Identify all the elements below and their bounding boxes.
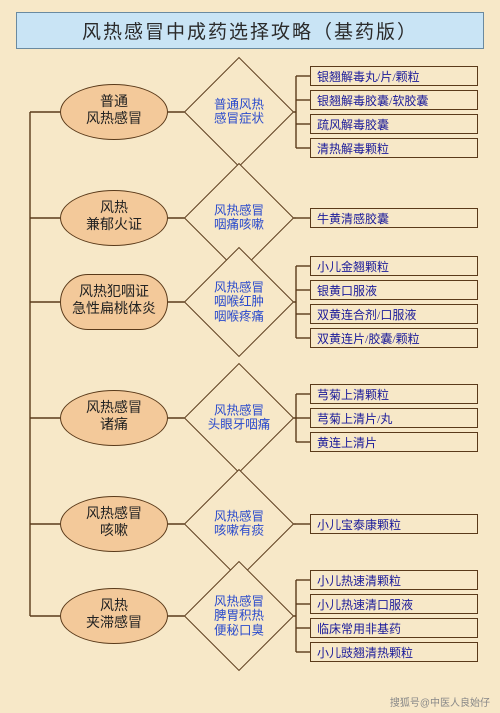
symptom-node: 风热感冒头眼牙咽痛: [200, 379, 278, 457]
page-title: 风热感冒中成药选择攻略（基药版）: [16, 12, 484, 49]
medicine-box: 小儿热速清口服液: [310, 594, 478, 614]
medicine-box: 银黄口服液: [310, 280, 478, 300]
medicine-box: 双黄连片/胶囊/颗粒: [310, 328, 478, 348]
medicine-box: 芎菊上清片/丸: [310, 408, 478, 428]
medicine-box: 小儿宝泰康颗粒: [310, 514, 478, 534]
medicine-box: 银翘解毒胶囊/软胶囊: [310, 90, 478, 110]
symptom-node: 风热感冒咳嗽有痰: [200, 485, 278, 563]
symptom-node: 普通风热感冒症状: [200, 73, 278, 151]
category-node: 风热兼郁火证: [60, 190, 168, 246]
medicine-box: 银翘解毒丸/片/颗粒: [310, 66, 478, 86]
medicine-box: 清热解毒颗粒: [310, 138, 478, 158]
category-node: 风热夹滞感冒: [60, 588, 168, 644]
footer-credit: 搜狐号@中医人良始仔: [390, 694, 490, 709]
medicine-box: 小儿金翘颗粒: [310, 256, 478, 276]
medicine-box: 双黄连合剂/口服液: [310, 304, 478, 324]
medicine-box: 黄连上清片: [310, 432, 478, 452]
symptom-node: 风热感冒咽喉红肿咽喉疼痛: [200, 263, 278, 341]
symptom-node: 风热感冒咽痛咳嗽: [200, 179, 278, 257]
medicine-box: 小儿热速清颗粒: [310, 570, 478, 590]
medicine-box: 临床常用非基药: [310, 618, 478, 638]
category-node: 普通风热感冒: [60, 84, 168, 140]
category-node: 风热感冒咳嗽: [60, 496, 168, 552]
category-node: 风热犯咽证急性扁桃体炎: [60, 274, 168, 330]
medicine-box: 芎菊上清颗粒: [310, 384, 478, 404]
symptom-node: 风热感冒脾胃积热便秘口臭: [200, 577, 278, 655]
medicine-box: 小儿豉翘清热颗粒: [310, 642, 478, 662]
category-node: 风热感冒诸痛: [60, 390, 168, 446]
medicine-box: 疏风解毒胶囊: [310, 114, 478, 134]
medicine-box: 牛黄清感胶囊: [310, 208, 478, 228]
